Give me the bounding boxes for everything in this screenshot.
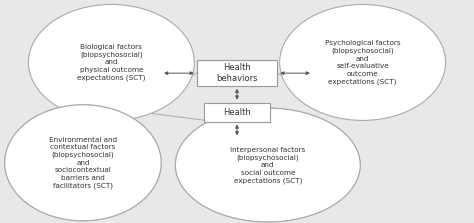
Ellipse shape <box>5 105 161 221</box>
Ellipse shape <box>280 4 446 120</box>
Ellipse shape <box>175 108 360 222</box>
Ellipse shape <box>28 4 194 120</box>
Text: Biological factors
(biopsychosocial)
and
physical outcome
expectations (SCT): Biological factors (biopsychosocial) and… <box>77 44 146 81</box>
Text: Interpersonal factors
(biopsychosocial)
and
social outcome
expectations (SCT): Interpersonal factors (biopsychosocial) … <box>230 147 305 184</box>
Ellipse shape <box>5 105 161 221</box>
Text: Health
behaviors: Health behaviors <box>216 63 258 83</box>
Ellipse shape <box>175 108 360 222</box>
Ellipse shape <box>5 105 161 221</box>
Bar <box>204 103 270 122</box>
Text: Psychological factors
(biopsychosocial)
and
self-evaluative
outcome
expectations: Psychological factors (biopsychosocial) … <box>325 40 401 85</box>
Text: Environmental and
contextual factors
(biopsychosocial)
and
sociocontextual
barri: Environmental and contextual factors (bi… <box>49 137 117 189</box>
Text: Health: Health <box>223 107 251 117</box>
Bar <box>197 60 277 86</box>
